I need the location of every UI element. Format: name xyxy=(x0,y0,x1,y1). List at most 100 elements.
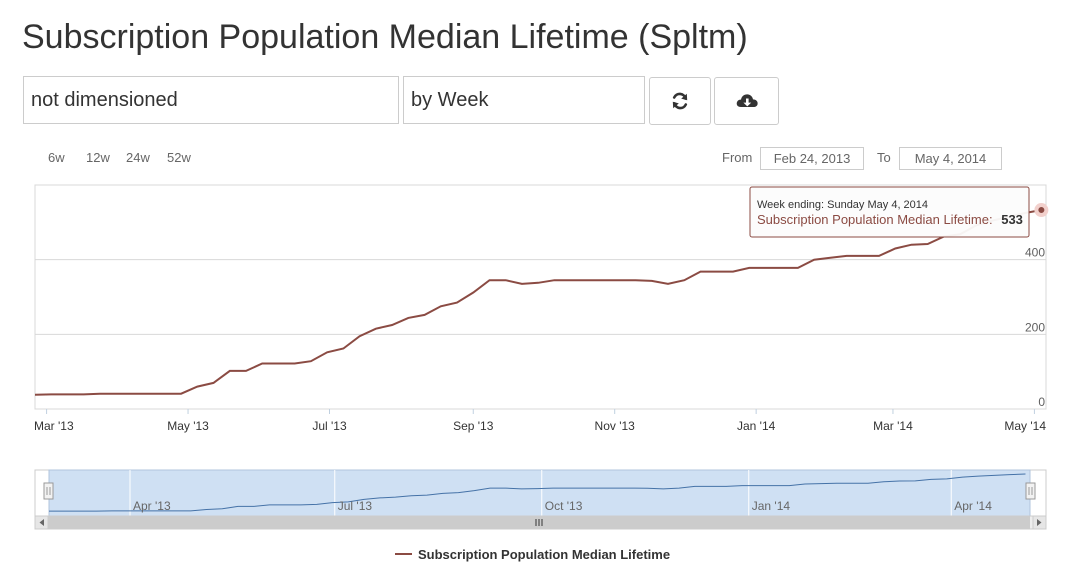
scrollbar-grip xyxy=(535,519,543,526)
data-point[interactable] xyxy=(601,278,605,282)
data-point[interactable] xyxy=(276,361,280,365)
download-button[interactable] xyxy=(714,77,779,125)
data-point[interactable] xyxy=(358,334,362,338)
data-point[interactable] xyxy=(487,278,491,282)
data-point[interactable] xyxy=(893,246,897,250)
data-point[interactable] xyxy=(650,279,654,283)
data-point[interactable] xyxy=(455,301,459,305)
y-tick-label: 0 xyxy=(1038,395,1045,409)
range-to-input[interactable]: May 4, 2014 xyxy=(899,147,1002,170)
tooltip-header: Week ending: Sunday May 4, 2014 xyxy=(757,199,928,211)
scrollbar[interactable] xyxy=(34,515,1047,530)
period-select[interactable]: by Week xyxy=(403,76,645,124)
data-point[interactable] xyxy=(471,291,475,295)
period-select-value: by Week xyxy=(411,88,489,111)
data-point[interactable] xyxy=(520,282,524,286)
zoom-button-24w[interactable]: 24w xyxy=(126,150,150,165)
data-point[interactable] xyxy=(926,242,930,246)
data-point[interactable] xyxy=(780,266,784,270)
x-tick-label: Jan '14 xyxy=(737,419,776,433)
data-point[interactable] xyxy=(33,393,37,397)
data-point[interactable] xyxy=(406,316,410,320)
data-point[interactable] xyxy=(98,392,102,396)
data-point[interactable] xyxy=(910,243,914,247)
scrollbar-right-arrow[interactable] xyxy=(1032,515,1047,530)
x-tick-label: May '13 xyxy=(167,419,209,433)
data-point[interactable] xyxy=(763,266,767,270)
data-point[interactable] xyxy=(212,381,216,385)
y-tick-label: 400 xyxy=(1025,246,1045,260)
x-tick-label: Mar '14 xyxy=(873,419,913,433)
tooltip-value: 533 xyxy=(1001,212,1023,227)
range-from-value: Feb 24, 2013 xyxy=(773,151,851,166)
navigator[interactable]: Apr '13 Jul '13 Oct '13 Jan '14 Apr '14 xyxy=(34,469,1047,517)
hovered-data-point[interactable] xyxy=(1034,203,1049,218)
data-point[interactable] xyxy=(390,323,394,327)
data-point[interactable] xyxy=(228,369,232,373)
navigator-tick-label: Apr '14 xyxy=(954,499,992,513)
data-point[interactable] xyxy=(179,392,183,396)
data-point[interactable] xyxy=(552,278,556,282)
data-point[interactable] xyxy=(65,392,69,396)
data-point[interactable] xyxy=(293,361,297,365)
range-from-input[interactable]: Feb 24, 2013 xyxy=(760,147,864,170)
navigator-tick-label: Jul '13 xyxy=(338,499,373,513)
data-point[interactable] xyxy=(82,392,86,396)
refresh-icon xyxy=(672,92,688,110)
series-line xyxy=(34,209,1042,396)
data-point[interactable] xyxy=(682,278,686,282)
data-point[interactable] xyxy=(617,278,621,282)
data-point[interactable] xyxy=(130,392,134,396)
data-point[interactable] xyxy=(341,347,345,351)
data-point[interactable] xyxy=(747,266,751,270)
data-point[interactable] xyxy=(845,254,849,258)
navigator-left-handle[interactable] xyxy=(43,482,54,500)
zoom-button-12w[interactable]: 12w xyxy=(86,150,110,165)
data-point[interactable] xyxy=(861,254,865,258)
range-to-value: May 4, 2014 xyxy=(914,151,987,166)
x-tick-label: Mar '13 xyxy=(34,419,74,433)
x-tick-label: Sep '13 xyxy=(453,419,494,433)
data-point[interactable] xyxy=(423,313,427,317)
data-point[interactable] xyxy=(439,304,443,308)
data-point[interactable] xyxy=(260,361,264,365)
data-point[interactable] xyxy=(147,392,151,396)
data-point[interactable] xyxy=(163,392,167,396)
navigator-selection[interactable] xyxy=(48,469,1031,517)
navigator-tick-label: Oct '13 xyxy=(545,499,583,513)
data-point[interactable] xyxy=(731,270,735,274)
navigator-series-line xyxy=(49,473,1026,512)
data-point[interactable] xyxy=(49,392,53,396)
zoom-button-52w[interactable]: 52w xyxy=(167,150,191,165)
data-point[interactable] xyxy=(309,359,313,363)
legend-item[interactable]: Subscription Population Median Lifetime xyxy=(418,547,670,562)
data-point[interactable] xyxy=(585,278,589,282)
navigator-right-handle[interactable] xyxy=(1025,482,1036,500)
zoom-button-6w[interactable]: 6w xyxy=(48,150,65,165)
x-tick-label: Jul '13 xyxy=(312,419,347,433)
data-point[interactable] xyxy=(325,350,329,354)
data-point[interactable] xyxy=(698,270,702,274)
range-from-label: From xyxy=(722,150,753,165)
legend[interactable]: Subscription Population Median Lifetime xyxy=(395,547,670,562)
refresh-button[interactable] xyxy=(649,77,711,125)
data-point[interactable] xyxy=(504,278,508,282)
data-point[interactable] xyxy=(569,278,573,282)
data-point[interactable] xyxy=(666,282,670,286)
data-point[interactable] xyxy=(877,254,881,258)
dimension-select[interactable]: not dimensioned xyxy=(23,76,399,124)
data-point[interactable] xyxy=(828,256,832,260)
navigator-tick-label: Jan '14 xyxy=(752,499,791,513)
data-point[interactable] xyxy=(374,327,378,331)
data-point[interactable] xyxy=(114,392,118,396)
data-point[interactable] xyxy=(244,369,248,373)
data-point[interactable] xyxy=(634,278,638,282)
data-point[interactable] xyxy=(812,258,816,262)
data-point[interactable] xyxy=(715,270,719,274)
data-point[interactable] xyxy=(796,266,800,270)
cloud-download-icon xyxy=(736,94,758,107)
data-point[interactable] xyxy=(536,281,540,285)
data-point[interactable] xyxy=(195,385,199,389)
scrollbar-left-arrow[interactable] xyxy=(34,515,49,530)
